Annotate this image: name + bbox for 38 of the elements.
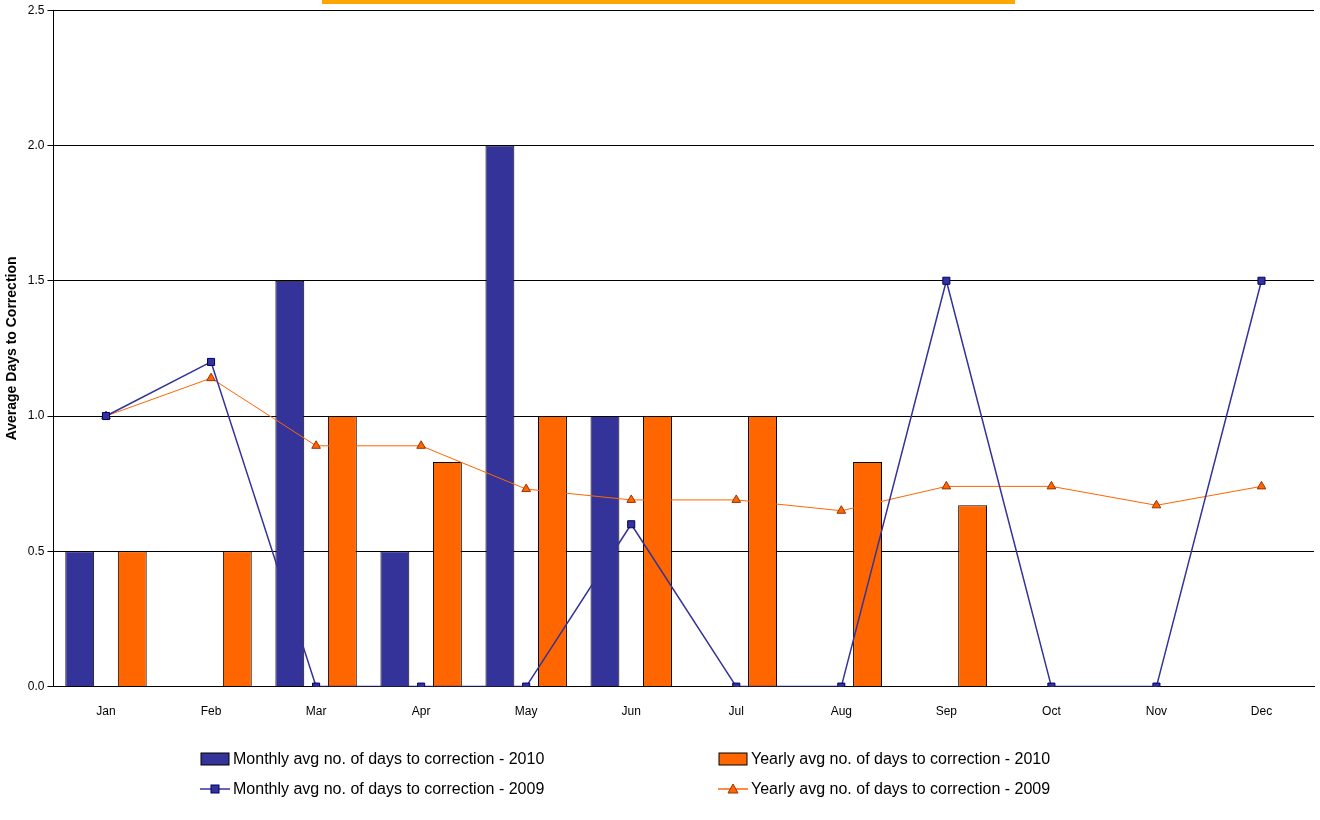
y-tick-label: 1.5	[27, 273, 45, 288]
point	[626, 494, 637, 503]
x-tick-label: Apr	[411, 704, 431, 719]
point	[206, 372, 216, 382]
x-tick-label: Dec	[1250, 704, 1273, 719]
y-tick-label: 0.0	[27, 678, 45, 693]
legend-label: Yearly avg no. of days to correction - 2010	[751, 750, 1051, 768]
point	[836, 505, 847, 514]
point	[311, 440, 321, 449]
x-tick-label: Sep	[935, 704, 958, 719]
point	[1256, 480, 1267, 490]
point	[416, 440, 426, 449]
x-tick-label: Jul	[728, 704, 744, 719]
point	[731, 494, 742, 503]
point	[521, 483, 532, 493]
point	[207, 357, 216, 366]
y-tick-label: 2.0	[27, 137, 45, 152]
point	[941, 480, 952, 490]
x-tick-label: Aug	[830, 704, 852, 719]
legend-label: Monthly avg no. of days to correction - 2009	[233, 780, 545, 798]
y-tick-label: 2.5	[27, 2, 45, 17]
y-tick-label: 1.0	[27, 408, 45, 423]
legend-label: Monthly avg no. of days to correction - 2010	[233, 750, 545, 768]
point	[1151, 499, 1162, 509]
y-tick-label: 0.5	[27, 543, 45, 558]
legend-label: Yearly avg no. of days to correction - 2009	[751, 780, 1051, 798]
y-axis-title: Average Days to Correction	[3, 256, 20, 441]
x-tick-label: Feb	[200, 704, 222, 719]
x-tick-label: Mar	[305, 704, 327, 719]
point	[942, 276, 951, 285]
point	[1257, 276, 1266, 285]
point	[627, 520, 636, 529]
x-tick-label: Jan	[96, 704, 116, 719]
point	[1046, 480, 1057, 490]
x-tick-label: Jun	[621, 704, 641, 719]
x-tick-label: Oct	[1042, 704, 1062, 719]
x-tick-label: Nov	[1145, 704, 1168, 719]
x-tick-label: May	[514, 704, 538, 719]
